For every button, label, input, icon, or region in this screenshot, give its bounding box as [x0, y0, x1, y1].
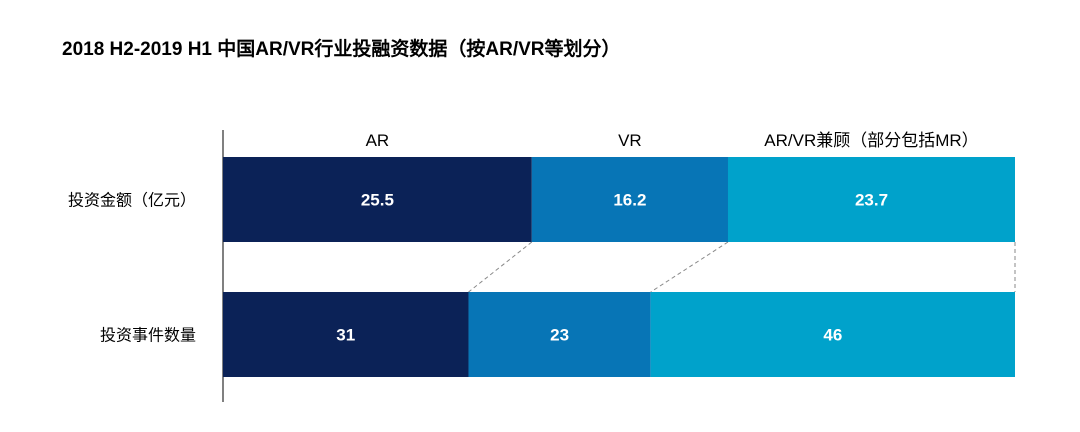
connector-line-2 — [650, 241, 729, 293]
bar-segment-1-row-2 — [223, 292, 469, 377]
data-label-2-row-1: 16.2 — [613, 191, 646, 210]
category-labels: 投资金额（亿元） 投资事件数量 — [68, 192, 196, 345]
connector-line-1 — [468, 241, 533, 293]
bar-segment-2-row-1 — [531, 157, 728, 242]
data-label-1-row-1: 25.5 — [361, 191, 394, 210]
chart-title: 2018 H2-2019 H1 中国AR/VR行业投融资数据（按AR/VR等划分… — [62, 39, 621, 60]
bar-segment-3-row-1 — [727, 157, 1015, 242]
data-label-3-row-1: 23.7 — [855, 191, 888, 210]
legend-label-1: AR — [366, 131, 390, 150]
category-label-1: 投资金额（亿元） — [68, 192, 196, 210]
bar-segments: 25.5 16.2 23.7 31 23 46 — [223, 157, 1015, 377]
legend: AR VR AR/VR兼顾（部分包括MR） — [366, 131, 979, 150]
data-label-1-row-2: 31 — [336, 326, 355, 345]
legend-label-2: VR — [618, 131, 642, 150]
connector-lines — [468, 241, 1016, 293]
bar-segment-3-row-2 — [650, 292, 1015, 377]
data-label-2-row-2: 23 — [550, 326, 569, 345]
legend-label-3: AR/VR兼顾（部分包括MR） — [764, 131, 978, 150]
bar-segment-1-row-1 — [223, 157, 532, 242]
bar-segment-2-row-2 — [468, 292, 651, 377]
category-label-2: 投资事件数量 — [100, 327, 196, 345]
data-label-3-row-2: 46 — [823, 326, 842, 345]
